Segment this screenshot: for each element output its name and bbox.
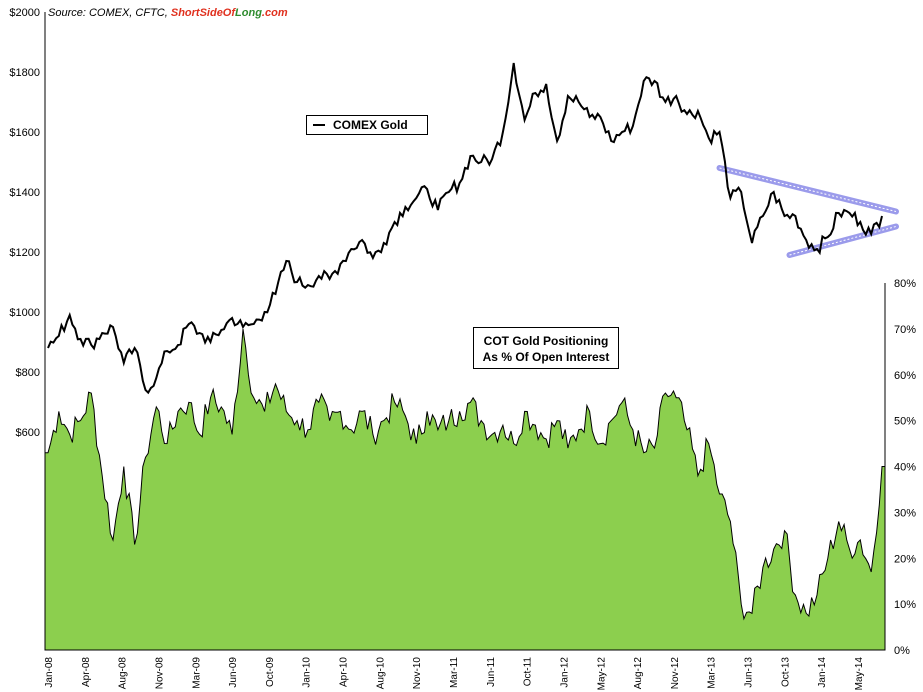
x-tick-label: Aug-12 [633,657,644,690]
right-tick-label: 40% [894,462,916,474]
cot-annotation: COT Gold Positioning As % Of Open Intere… [473,327,619,369]
source-brand-part2: Long [235,7,262,19]
x-tick-label: Apr-10 [339,657,350,687]
cot-annotation-line1: COT Gold Positioning [483,334,609,348]
right-tick-label: 10% [894,599,916,611]
x-tick-label: May-14 [854,657,865,691]
x-tick-label: Oct-09 [265,657,276,687]
right-tick-label: 60% [894,370,916,382]
left-axis: $600 $800 $1000 $1200 $1400 $1600 $1800 $2000 [9,7,46,650]
x-tick-label: Mar-11 [449,657,460,688]
legend: COMEX Gold [306,115,428,135]
source-brand-part3: .com [261,7,288,19]
source-prefix: Source: COMEX, CFTC, [48,7,171,19]
x-tick-label: Apr-08 [81,657,92,687]
triangle-lower-line [786,223,899,258]
right-tick-label: 20% [894,553,916,565]
left-tick-label: $1200 [9,247,40,259]
comex-gold-line [47,62,883,395]
x-tick-label: Aug-10 [375,657,386,690]
legend-line-swatch [313,124,325,126]
left-tick-label: $2000 [9,7,40,19]
x-tick-label: Mar-13 [707,657,718,689]
triangle-upper-line [716,165,899,215]
legend-label: COMEX Gold [333,118,408,132]
x-tick-label: Oct-13 [780,657,791,687]
x-tick-label: Jun-09 [228,657,239,688]
x-tick-label: Nov-12 [670,657,681,690]
left-tick-label: $1800 [9,67,40,79]
x-tick-label: May-12 [596,657,607,691]
right-tick-label: 30% [894,507,916,519]
x-tick-label: Mar-09 [191,657,202,689]
left-tick-label: $600 [16,427,40,439]
x-tick-label: Nov-08 [154,657,165,690]
x-tick-label: Oct-11 [523,657,534,687]
x-tick-label: Jun-13 [744,657,755,688]
left-tick-label: $1400 [9,187,40,199]
left-tick-label: $1600 [9,127,40,139]
source-brand-part1: ShortSideOf [170,7,236,19]
right-tick-label: 70% [894,324,916,336]
x-tick-label: Nov-10 [412,657,423,690]
x-tick-label: Jun-11 [486,657,497,687]
x-tick-label: Jan-14 [817,657,828,688]
left-tick-label: $800 [16,367,40,379]
right-tick-label: 0% [894,645,910,657]
x-tick-label: Jan-10 [302,657,313,688]
cot-annotation-line2: As % Of Open Interest [482,350,610,364]
source-note: Source: COMEX, CFTC, ShortSideOfLong.com [48,7,288,19]
right-tick-label: 50% [894,416,916,428]
right-tick-label: 80% [894,278,916,290]
cot-positioning-area [44,328,886,651]
x-axis: Jan-08 Apr-08 Aug-08 Nov-08 Mar-09 Jun-09 Oct-… [44,649,885,691]
triangle-pattern [716,165,899,258]
x-tick-label: Jan-12 [559,657,570,688]
x-tick-label: Aug-08 [118,657,129,690]
left-tick-label: $1000 [9,307,40,319]
right-axis: 0% 10% 20% 30% 40% 50% 60% 70% 80% [884,278,916,657]
x-tick-label: Jan-08 [44,657,55,688]
